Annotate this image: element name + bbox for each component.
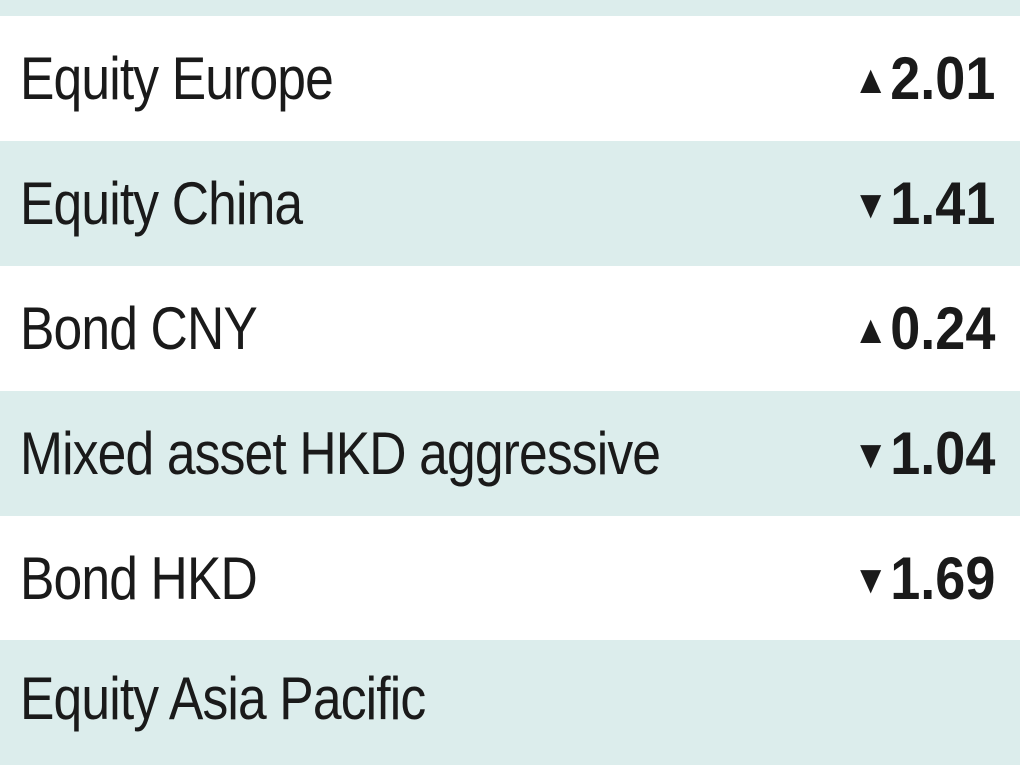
arrow-down-icon: ▼ [852, 183, 889, 227]
table-row: Equity China ▼1.41 [0, 141, 1020, 266]
arrow-down-icon: ▼ [852, 433, 889, 477]
arrow-up-icon: ▲ [852, 58, 889, 102]
table-row-partial-top [0, 0, 1020, 16]
row-value: ▼1.04 [852, 419, 995, 488]
table-row: Equity Asia Pacific [0, 640, 1020, 765]
value-number: 1.04 [889, 420, 995, 487]
value-number: 0.24 [889, 295, 995, 362]
row-label: Bond HKD [20, 545, 258, 612]
row-value: ▲2.01 [852, 44, 995, 113]
arrow-up-icon: ▲ [852, 308, 889, 352]
table-row: Bond HKD ▼1.69 [0, 516, 1020, 641]
row-value [993, 664, 995, 733]
row-value: ▼1.41 [852, 169, 995, 238]
value-number: 1.41 [889, 170, 995, 237]
value-number: 1.69 [889, 545, 995, 612]
table-row: Mixed asset HKD aggressive ▼1.04 [0, 391, 1020, 516]
row-label: Equity Europe [20, 45, 334, 112]
row-value: ▼1.69 [852, 544, 995, 613]
row-label: Equity Asia Pacific [20, 665, 426, 732]
row-label: Bond CNY [20, 295, 258, 362]
row-label: Equity China [20, 170, 303, 237]
table-row: Bond CNY ▲0.24 [0, 266, 1020, 391]
row-label: Mixed asset HKD aggressive [20, 420, 661, 487]
value-number: 2.01 [889, 45, 995, 112]
table-row: Equity Europe ▲2.01 [0, 16, 1020, 141]
row-value: ▲0.24 [852, 294, 995, 363]
arrow-down-icon: ▼ [852, 558, 889, 602]
